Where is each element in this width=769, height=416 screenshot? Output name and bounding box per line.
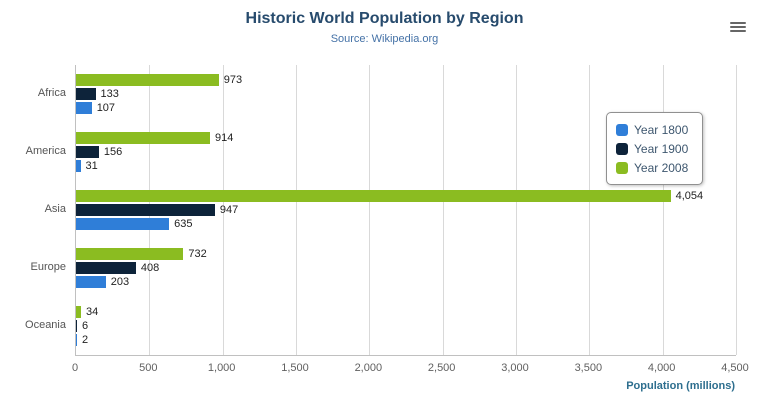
hamburger-bar <box>730 30 746 32</box>
chart-subtitle: Source: Wikipedia.org <box>330 33 439 45</box>
hamburger-menu-icon[interactable] <box>727 17 749 37</box>
bar[interactable] <box>76 190 671 202</box>
value-label: 408 <box>140 262 160 274</box>
bar[interactable] <box>76 320 77 332</box>
value-label: 133 <box>100 88 119 100</box>
gridline <box>369 65 371 355</box>
legend-item[interactable]: Year 1900 <box>616 139 688 158</box>
bar[interactable] <box>76 204 215 216</box>
legend-label: Year 2008 <box>634 160 689 175</box>
value-label: 973 <box>223 74 243 86</box>
category-label: Europe <box>30 261 66 273</box>
x-tick-label: 4,500 <box>721 362 749 374</box>
gridline <box>296 65 297 355</box>
value-label: 635 <box>174 218 193 230</box>
x-tick-label: 1,000 <box>207 362 236 374</box>
hamburger-bar <box>730 22 746 24</box>
category-label: America <box>25 145 66 157</box>
x-tick-label: 3,000 <box>501 362 529 374</box>
gridline <box>442 65 444 355</box>
bar[interactable] <box>76 74 219 86</box>
value-label: 107 <box>96 102 116 114</box>
x-tick-label: 1,500 <box>281 362 309 374</box>
legend: Year 1800 Year 1900 Year 2008 <box>606 112 704 185</box>
legend-label: Year 1900 <box>634 141 689 156</box>
bar[interactable] <box>76 160 81 172</box>
hamburger-bar <box>730 26 746 28</box>
value-label: 914 <box>215 132 234 144</box>
bar[interactable] <box>76 132 211 144</box>
category-label: Africa <box>37 87 66 99</box>
value-label: 156 <box>103 146 123 158</box>
value-label: 203 <box>110 276 130 288</box>
legend-item[interactable]: Year 2008 <box>616 158 688 177</box>
gridline <box>222 65 224 355</box>
legend-swatch <box>616 161 628 174</box>
bar[interactable] <box>76 146 99 158</box>
legend-label: Year 1800 <box>634 122 689 137</box>
legend-item[interactable]: Year 1800 <box>616 120 688 139</box>
category-label: Oceania <box>25 319 66 331</box>
bar[interactable] <box>76 334 77 346</box>
category-label: Asia <box>44 203 66 215</box>
chart-title: Historic World Population by Region <box>245 10 524 27</box>
x-tick-label: 500 <box>139 362 158 374</box>
plot-area: 973 133 107 914 156 31 4,054 947 635 732 408 203 34 6… <box>75 65 737 356</box>
bar[interactable] <box>76 218 170 230</box>
value-label: 4,054 <box>675 190 704 202</box>
bar[interactable] <box>76 262 136 274</box>
legend-swatch <box>616 142 628 155</box>
x-tick-label: 3,500 <box>574 362 603 374</box>
value-label: 31 <box>85 160 98 172</box>
value-label: 2 <box>82 334 89 346</box>
x-tick-label: 2,000 <box>354 362 383 374</box>
x-axis-title: Population (millions) <box>626 380 735 392</box>
x-tick-label: 2,500 <box>427 362 456 374</box>
bar[interactable] <box>76 276 106 288</box>
bar[interactable] <box>76 102 92 114</box>
gridline <box>662 65 664 355</box>
gridline <box>516 65 517 355</box>
x-tick-label: 0 <box>71 362 79 374</box>
value-label: 732 <box>188 248 207 260</box>
bar[interactable] <box>76 248 184 260</box>
bar[interactable] <box>76 306 81 318</box>
bar[interactable] <box>76 88 96 100</box>
value-label: 34 <box>85 306 99 318</box>
value-label: 6 <box>82 320 89 332</box>
gridline <box>589 65 591 355</box>
legend-swatch <box>616 123 628 136</box>
gridline <box>736 65 737 355</box>
value-label: 947 <box>219 204 239 216</box>
x-tick-label: 4,000 <box>647 362 676 374</box>
